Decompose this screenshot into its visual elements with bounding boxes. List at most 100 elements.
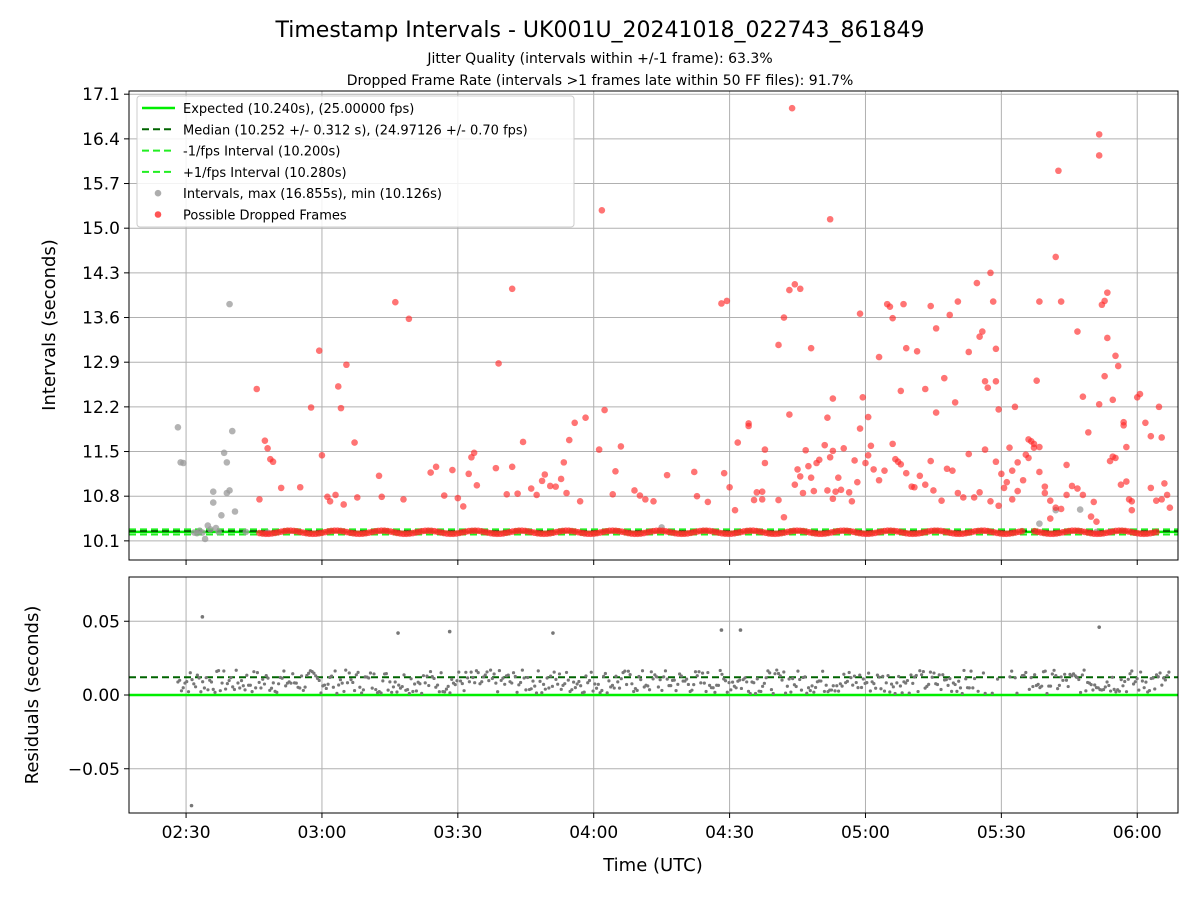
residual-point [462, 689, 466, 693]
dropped-frame-point [1036, 468, 1043, 476]
dropped-frame-point [723, 297, 731, 305]
residual-point [467, 680, 471, 684]
interval-point [220, 449, 228, 457]
residual-point [262, 682, 267, 686]
dropped-frame-point [864, 452, 872, 459]
dropped-frame-point [1158, 434, 1165, 441]
dropped-frame-point [533, 491, 540, 499]
dropped-frame-point [791, 281, 799, 288]
residual-point [582, 690, 586, 694]
residual-point [435, 683, 440, 687]
residual-point [448, 691, 452, 695]
dropped-frame-point [992, 458, 1000, 466]
residual-point [538, 679, 542, 683]
dropped-frame-point [315, 347, 323, 355]
residual-point [660, 688, 664, 693]
residual-point [1057, 683, 1061, 687]
residual-point [1054, 673, 1058, 678]
dropped-frame-point [930, 487, 937, 494]
residual-point [361, 688, 365, 692]
residual-point [1078, 690, 1083, 695]
residual-point [335, 691, 339, 695]
dropped-frame-point [1003, 478, 1011, 486]
dropped-frame-point [1166, 504, 1174, 511]
dropped-frame-point [976, 333, 983, 340]
dropped-frame-point [1142, 419, 1149, 427]
residual-point [888, 690, 892, 694]
residual-point [725, 690, 729, 694]
residual-point [905, 678, 910, 683]
residual-point [303, 685, 307, 689]
residual-point [211, 687, 215, 691]
dropped-frame-point [848, 497, 856, 505]
residual-point [842, 672, 846, 676]
dropped-frame-point [519, 438, 527, 446]
residual-point [1075, 675, 1079, 679]
dropped-frame-point [495, 360, 502, 367]
residual-point [374, 687, 378, 692]
dropped-frame-point [889, 314, 896, 322]
residual-point [1101, 687, 1106, 692]
residual-point [405, 688, 410, 692]
residual-point [1091, 688, 1095, 692]
residual-point [439, 671, 443, 675]
residual-point [769, 687, 774, 692]
x-tick-label: 03:30 [433, 823, 482, 843]
interval-point [1036, 520, 1043, 527]
residual-point [485, 670, 489, 674]
residual-point [937, 673, 941, 677]
dropped-frame-point [557, 475, 565, 483]
residual-point [752, 681, 756, 685]
dropped-frame-point [541, 471, 549, 478]
residual-point [596, 682, 600, 686]
residual-point [494, 681, 498, 685]
residual-point [646, 684, 650, 688]
residual-point [209, 680, 214, 684]
residual-point [483, 673, 487, 677]
dropped-frame-point [829, 495, 837, 503]
dropped-frame-point [976, 489, 983, 496]
dropped-frame-point [1006, 444, 1013, 451]
residual-point [591, 689, 595, 693]
residual-point [729, 688, 733, 692]
chart-subtitle-jitter: Jitter Quality (intervals within +/-1 fr… [426, 51, 772, 67]
residual-point [1124, 690, 1129, 694]
residual-point [390, 690, 394, 694]
residual-point [776, 671, 781, 676]
dropped-frame-point [617, 443, 625, 450]
residual-point [414, 689, 418, 693]
legend-entry-label: Possible Dropped Frames [183, 209, 347, 224]
residual-point [852, 674, 857, 678]
dropped-frame-point [758, 488, 766, 496]
dropped-frame-point [1123, 443, 1130, 451]
residual-point [964, 677, 968, 681]
residual-point [932, 671, 936, 675]
interval-point [201, 535, 209, 543]
legend-entry-label: +1/fps Interval (10.280s) [183, 166, 347, 181]
dropped-frame-point [859, 393, 867, 401]
residual-point [738, 628, 743, 632]
dropped-frame-point [731, 506, 739, 514]
residual-point [427, 683, 431, 688]
residual-point [972, 676, 977, 681]
dropped-frame-point [758, 496, 766, 503]
dropped-frame-point [867, 442, 875, 450]
dropped-frame-point [796, 285, 804, 293]
dropped-frame-point [465, 470, 473, 478]
residual-point [1015, 691, 1019, 695]
residual-point [464, 670, 468, 674]
dropped-frame-point [810, 487, 818, 495]
residual-point [515, 690, 519, 694]
dropped-frame-point [1152, 497, 1160, 504]
residual-point [1031, 684, 1035, 689]
residual-point [605, 691, 609, 695]
dropped-frame-point [794, 466, 801, 473]
residual-point [466, 676, 470, 680]
dropped-frame-point [264, 445, 271, 452]
residual-point [434, 685, 438, 689]
dropped-frame-point [527, 485, 535, 492]
x-tick-label: 06:00 [1113, 823, 1162, 843]
residual-point [1160, 683, 1164, 687]
residual-point [179, 689, 184, 693]
dropped-frame-point [995, 502, 1002, 510]
